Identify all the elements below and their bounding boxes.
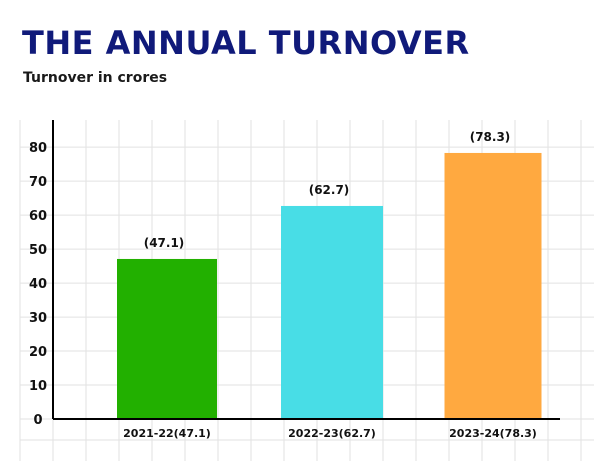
y-tick-label: 0	[33, 413, 42, 428]
chart-title: THE ANNUAL TURNOVER	[22, 24, 470, 62]
y-tick-label: 30	[29, 311, 47, 326]
x-tick-label: 2023-24(78.3)	[449, 427, 537, 440]
data-label: (78.3)	[470, 130, 511, 144]
y-tick-label: 20	[29, 345, 47, 360]
x-tick-label: 2022-23(62.7)	[288, 427, 376, 440]
axes	[52, 120, 560, 420]
bar-3	[444, 152, 542, 420]
y-tick-label: 50	[29, 243, 47, 258]
y-tick-labels: 0 10 20 30 40 50 60 70 80	[29, 141, 47, 428]
bar-1	[117, 258, 217, 419]
y-tick-label: 10	[29, 379, 47, 394]
chart-subtitle: Turnover in crores	[23, 70, 168, 86]
y-tick-label: 60	[29, 209, 47, 224]
x-tick-label: 2021-22(47.1)	[123, 427, 211, 440]
data-label: (62.7)	[309, 183, 350, 197]
y-tick-label: 70	[29, 175, 47, 190]
bars	[117, 152, 542, 420]
data-labels: (47.1) (62.7) (78.3)	[144, 130, 511, 250]
data-label: (47.1)	[144, 236, 185, 250]
y-tick-label: 40	[29, 277, 47, 292]
y-tick-label: 80	[29, 141, 47, 156]
x-tick-labels: 2021-22(47.1) 2022-23(62.7) 2023-24(78.3)	[123, 427, 537, 440]
bar-2	[281, 205, 383, 419]
